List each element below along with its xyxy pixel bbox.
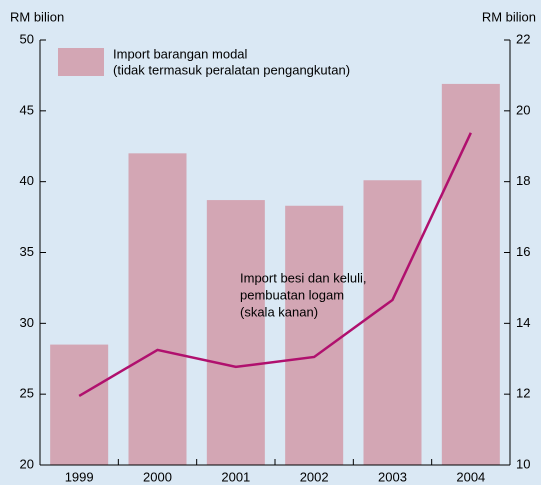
y-tick-label: 35: [20, 244, 34, 259]
line-series: [78, 132, 472, 398]
x-tick-label: 2001: [221, 469, 250, 484]
x-tick-label: 2003: [378, 469, 407, 484]
bar: [285, 205, 344, 465]
x-tick-label: 2002: [300, 469, 329, 484]
bar: [363, 180, 422, 465]
y2-tick-label: 20: [516, 102, 530, 117]
annotation: Import besi dan keluli,: [240, 270, 366, 285]
y2-tick-label: 12: [516, 386, 530, 401]
legend-label: Import barangan modal: [113, 46, 248, 61]
bar: [128, 153, 187, 466]
x-tick-label: 2000: [143, 469, 172, 484]
y-tick-label: 40: [20, 173, 34, 188]
bar: [206, 200, 265, 466]
y2-tick-label: 18: [516, 173, 530, 188]
bar: [441, 83, 500, 466]
y2-axis-label: RM bilion: [482, 9, 536, 24]
x-tick-label: 1999: [65, 469, 94, 484]
annotation: (skala kanan): [240, 304, 318, 319]
annotation: pembuatan logam: [240, 287, 344, 302]
bar: [50, 344, 109, 465]
y-tick-label: 45: [20, 102, 34, 117]
legend-label: (tidak termasuk peralatan pengangkutan): [113, 62, 350, 77]
x-tick-label: 2004: [456, 469, 485, 484]
legend-swatch: [58, 48, 104, 76]
y2-tick-label: 10: [516, 456, 530, 471]
y-axis-label: RM bilion: [10, 9, 64, 24]
y2-tick-label: 16: [516, 244, 530, 259]
y-tick-label: 50: [20, 31, 34, 46]
y2-tick-label: 14: [516, 315, 530, 330]
y2-tick-label: 22: [516, 31, 530, 46]
y-tick-label: 30: [20, 315, 34, 330]
y-tick-label: 20: [20, 456, 34, 471]
y-tick-label: 25: [20, 386, 34, 401]
